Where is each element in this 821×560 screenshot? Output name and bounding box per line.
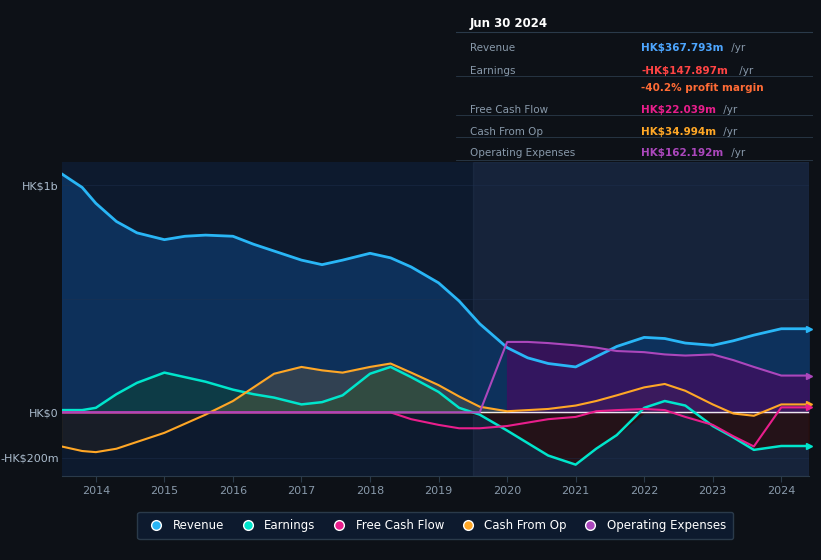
Text: /yr: /yr: [720, 105, 737, 115]
Legend: Revenue, Earnings, Free Cash Flow, Cash From Op, Operating Expenses: Revenue, Earnings, Free Cash Flow, Cash …: [137, 512, 733, 539]
Text: HK$22.039m: HK$22.039m: [641, 105, 717, 115]
Text: HK$34.994m: HK$34.994m: [641, 127, 717, 137]
Text: Earnings: Earnings: [470, 66, 516, 76]
Text: Jun 30 2024: Jun 30 2024: [470, 17, 548, 30]
Text: /yr: /yr: [727, 43, 745, 53]
Text: HK$162.192m: HK$162.192m: [641, 148, 723, 158]
Bar: [473, 162, 809, 476]
Text: /yr: /yr: [736, 66, 753, 76]
Text: Operating Expenses: Operating Expenses: [470, 148, 576, 158]
Text: -40.2% profit margin: -40.2% profit margin: [641, 83, 764, 93]
Text: /yr: /yr: [727, 148, 745, 158]
Text: Revenue: Revenue: [470, 43, 515, 53]
Text: HK$367.793m: HK$367.793m: [641, 43, 724, 53]
Text: -HK$147.897m: -HK$147.897m: [641, 66, 728, 76]
Text: /yr: /yr: [720, 127, 737, 137]
Text: Free Cash Flow: Free Cash Flow: [470, 105, 548, 115]
Text: Cash From Op: Cash From Op: [470, 127, 543, 137]
